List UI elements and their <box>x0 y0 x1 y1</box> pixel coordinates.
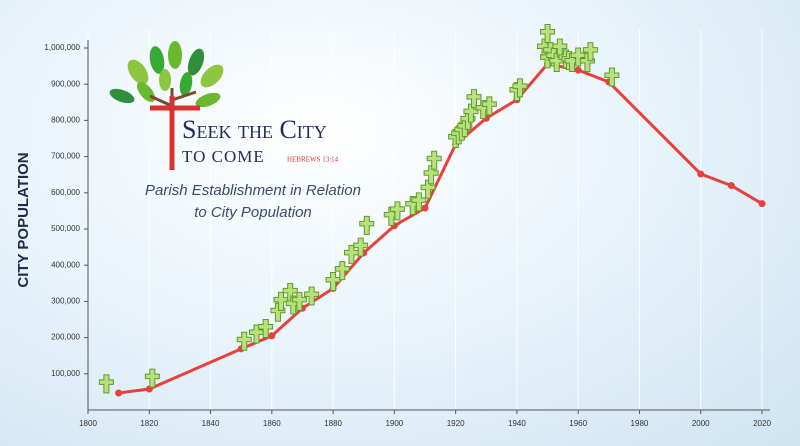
x-tick-label: 2000 <box>692 419 710 428</box>
population-point <box>727 182 735 190</box>
logo-tree <box>109 41 224 170</box>
y-tick-label: 1,000,000 <box>44 43 80 52</box>
logo-line1: Seek the City <box>182 115 327 144</box>
y-tick-label: 900,000 <box>51 79 80 88</box>
parish-cross <box>273 291 289 311</box>
parish-cross <box>325 271 341 291</box>
parish-cross <box>389 201 405 221</box>
logo-line2: to come <box>182 147 265 166</box>
parish-cross <box>258 319 274 339</box>
parish-cross <box>512 78 528 98</box>
y-tick-label: 600,000 <box>51 188 80 197</box>
parish-cross <box>383 206 399 226</box>
parish-cross <box>249 324 264 344</box>
parish-cross <box>564 52 580 72</box>
x-tick-label: 1900 <box>385 419 403 428</box>
x-tick-label: 1980 <box>631 419 649 428</box>
population-point <box>421 204 429 212</box>
x-tick-label: 2020 <box>753 419 771 428</box>
population-point <box>115 389 123 397</box>
y-axis-label: CITY POPULATION <box>15 152 32 287</box>
parish-cross <box>570 47 586 67</box>
y-tick-label: 400,000 <box>51 260 80 269</box>
x-tick-label: 1880 <box>324 419 342 428</box>
population-point <box>758 200 766 208</box>
parish-cross <box>359 215 375 235</box>
x-tick-label: 1860 <box>263 419 281 428</box>
x-tick-label: 1940 <box>508 419 526 428</box>
population-point <box>574 66 582 74</box>
parish-cross <box>334 261 350 281</box>
x-tick-label: 1820 <box>140 419 158 428</box>
parish-cross <box>144 368 160 388</box>
parish-cross <box>304 286 320 306</box>
parish-cross <box>420 179 436 199</box>
parish-cross <box>98 374 114 394</box>
y-tick-label: 700,000 <box>51 152 80 161</box>
x-tick-label: 1960 <box>569 419 587 428</box>
population-point <box>268 332 276 340</box>
x-tick-label: 1840 <box>202 419 220 428</box>
parish-cross <box>481 96 497 116</box>
x-tick-label: 1800 <box>79 419 97 428</box>
logo-reference: Hebrews 13:14 <box>287 156 339 164</box>
chart-title: Parish Establishment in Relation to City… <box>145 182 361 221</box>
y-tick-label: 800,000 <box>51 116 80 125</box>
y-tick-label: 500,000 <box>51 224 80 233</box>
parish-cross <box>291 291 307 311</box>
parish-cross <box>236 331 252 351</box>
parish-cross <box>426 150 442 170</box>
parish-cross <box>582 42 598 62</box>
parish-cross <box>343 244 359 264</box>
x-tick-label: 1920 <box>447 419 465 428</box>
parish-cross <box>604 67 620 87</box>
parish-cross <box>423 165 439 185</box>
y-tick-label: 200,000 <box>51 333 80 342</box>
y-tick-label: 300,000 <box>51 297 80 306</box>
y-tick-label: 100,000 <box>51 369 80 378</box>
parish-cross <box>353 237 369 257</box>
parish-cross <box>411 192 427 212</box>
population-point <box>697 170 705 178</box>
parish-cross <box>463 103 479 123</box>
